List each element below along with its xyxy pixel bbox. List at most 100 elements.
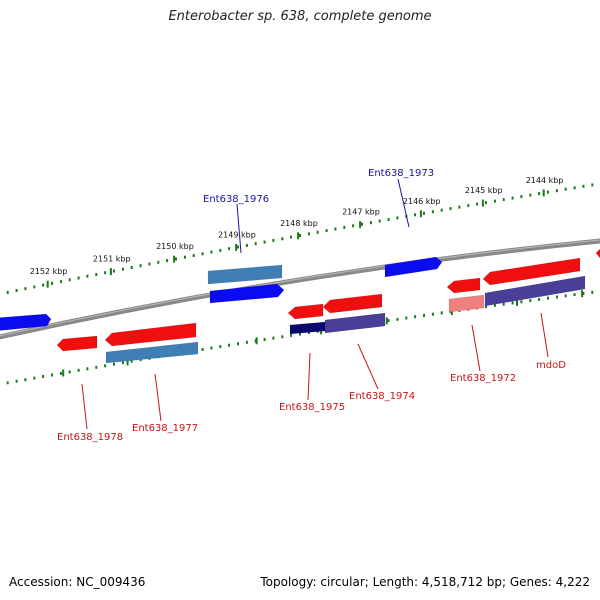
genome-backbone-highlight [0,239,600,337]
ruler-dot [59,371,62,375]
ruler-tick-label: 2144 kbp [526,176,564,185]
ruler-dot [520,195,523,199]
ruler-dot [529,193,532,197]
gene-arrow-reverse-1977[interactable] [104,322,197,347]
ruler-major-tick [419,210,422,218]
ruler-major-tick [481,199,484,207]
leader-line-1975 [307,352,311,401]
ruler-dot [423,211,425,215]
gene-arrow-reverse-1974[interactable] [322,293,383,314]
gene-arrow-reverse-1975[interactable] [287,303,324,320]
ruler-dot [6,290,9,294]
ruler-dot [6,381,9,385]
ruler-dot [405,316,408,320]
gene-strip-1974[interactable] [324,312,386,334]
ruler-tick-label: 2148 kbp [280,219,318,228]
ruler-dot [307,331,310,335]
ruler-dot [361,222,363,226]
gene-arrow-reverse-mdoD[interactable] [482,257,581,286]
ruler-dot [77,368,80,372]
ruler-dot [414,213,417,217]
gene-label-1974[interactable]: Ent638_1974 [349,391,415,402]
ruler-tick-label: 2146 kbp [403,197,441,206]
ruler-dot [449,207,452,211]
ruler-dot [95,365,98,369]
ruler-dot [77,276,80,280]
gene-label-1975[interactable]: Ent638_1975 [279,402,345,413]
ruler-dot [485,201,487,205]
gene-strip-1977[interactable] [105,341,199,364]
ruler-dot [51,373,53,377]
gene-label-1977[interactable]: Ent638_1977 [132,423,198,434]
gene-label-1976[interactable]: Ent638_1976 [203,194,269,205]
ruler-major-tick [359,221,362,229]
genome-backbone [0,238,600,340]
ruler-tick-label: 2147 kbp [342,208,380,217]
ruler-major-tick [297,232,300,240]
ruler-dot [485,305,487,309]
gene-label-1973[interactable]: Ent638_1973 [368,168,434,179]
ruler-dot [387,319,390,323]
ruler-dot [493,199,496,203]
gene-arrow-forward-1976[interactable] [209,283,285,304]
ruler-dot [307,232,310,236]
gene-arrow-reverse-1972[interactable] [446,277,481,294]
gene-label-mdoD[interactable]: mdoD [536,360,566,371]
gene-arrow-reverse-1978[interactable] [56,335,98,352]
ruler-dot [121,267,124,271]
ruler-dot [440,208,443,212]
ruler-dot [68,278,71,282]
ruler-dot [210,250,213,254]
ruler-dot [237,245,239,249]
ruler-major-tick [62,369,65,377]
ruler-major-tick [385,317,388,325]
ruler-dot [440,311,443,315]
ruler-dot [113,362,115,366]
ruler-dot [121,361,124,365]
ruler-dot [334,227,337,231]
ruler-dot [387,218,390,221]
ruler-dot [272,238,275,242]
ruler-major-tick [235,243,238,251]
accession-text: Accession: NC_009436 [9,575,146,589]
ruler-dot [299,234,301,237]
ruler-dot [564,187,567,191]
ruler-dot [290,333,293,337]
upper-scale-ruler: 2152 kbp 2151 kbp 2150 kbp 2149 kbp 2148 kbp… [6,176,594,294]
ruler-dot [157,260,160,264]
ruler-dot [502,302,505,306]
ruler-major-tick [126,358,129,366]
ruler-dot [175,257,177,261]
gene-arrow-forward-left[interactable] [0,313,52,331]
ruler-dot [591,290,594,294]
gene-arrow-forward-right-edge[interactable] [595,248,600,259]
gene-label-1972[interactable]: Ent638_1972 [450,373,516,384]
gene-strip-1972[interactable] [448,294,485,313]
gene-label-1978[interactable]: Ent638_1978 [57,432,123,443]
gene-arrow-forward-1976-strip[interactable] [207,264,283,285]
ruler-dot [493,303,496,307]
ruler-dot [538,192,541,196]
ruler-dot [582,184,585,188]
ruler-dot [201,348,204,351]
ruler-dot [228,343,231,347]
ruler-dot [467,204,470,208]
gene-arrow-forward-1973[interactable] [384,256,443,278]
gene-strip-mdoD[interactable] [484,275,586,307]
ruler-dot [343,225,346,229]
ruler-dot [15,289,18,292]
ruler-dot [378,219,381,223]
ruler-dot [431,312,434,316]
ruler-dot [272,336,275,340]
leader-line-1976 [236,203,242,254]
ruler-dot [538,297,541,301]
ruler-dot [15,379,18,383]
ruler-dot [24,287,27,291]
ruler-major-tick [255,337,258,345]
genome-summary-text: Topology: circular; Length: 4,518,712 bp… [260,575,590,589]
gene-strip-1975[interactable] [289,321,326,335]
ruler-dot [113,269,115,273]
ruler-major-tick [542,189,545,197]
ruler-dot [86,274,89,278]
ruler-dot [281,335,284,339]
